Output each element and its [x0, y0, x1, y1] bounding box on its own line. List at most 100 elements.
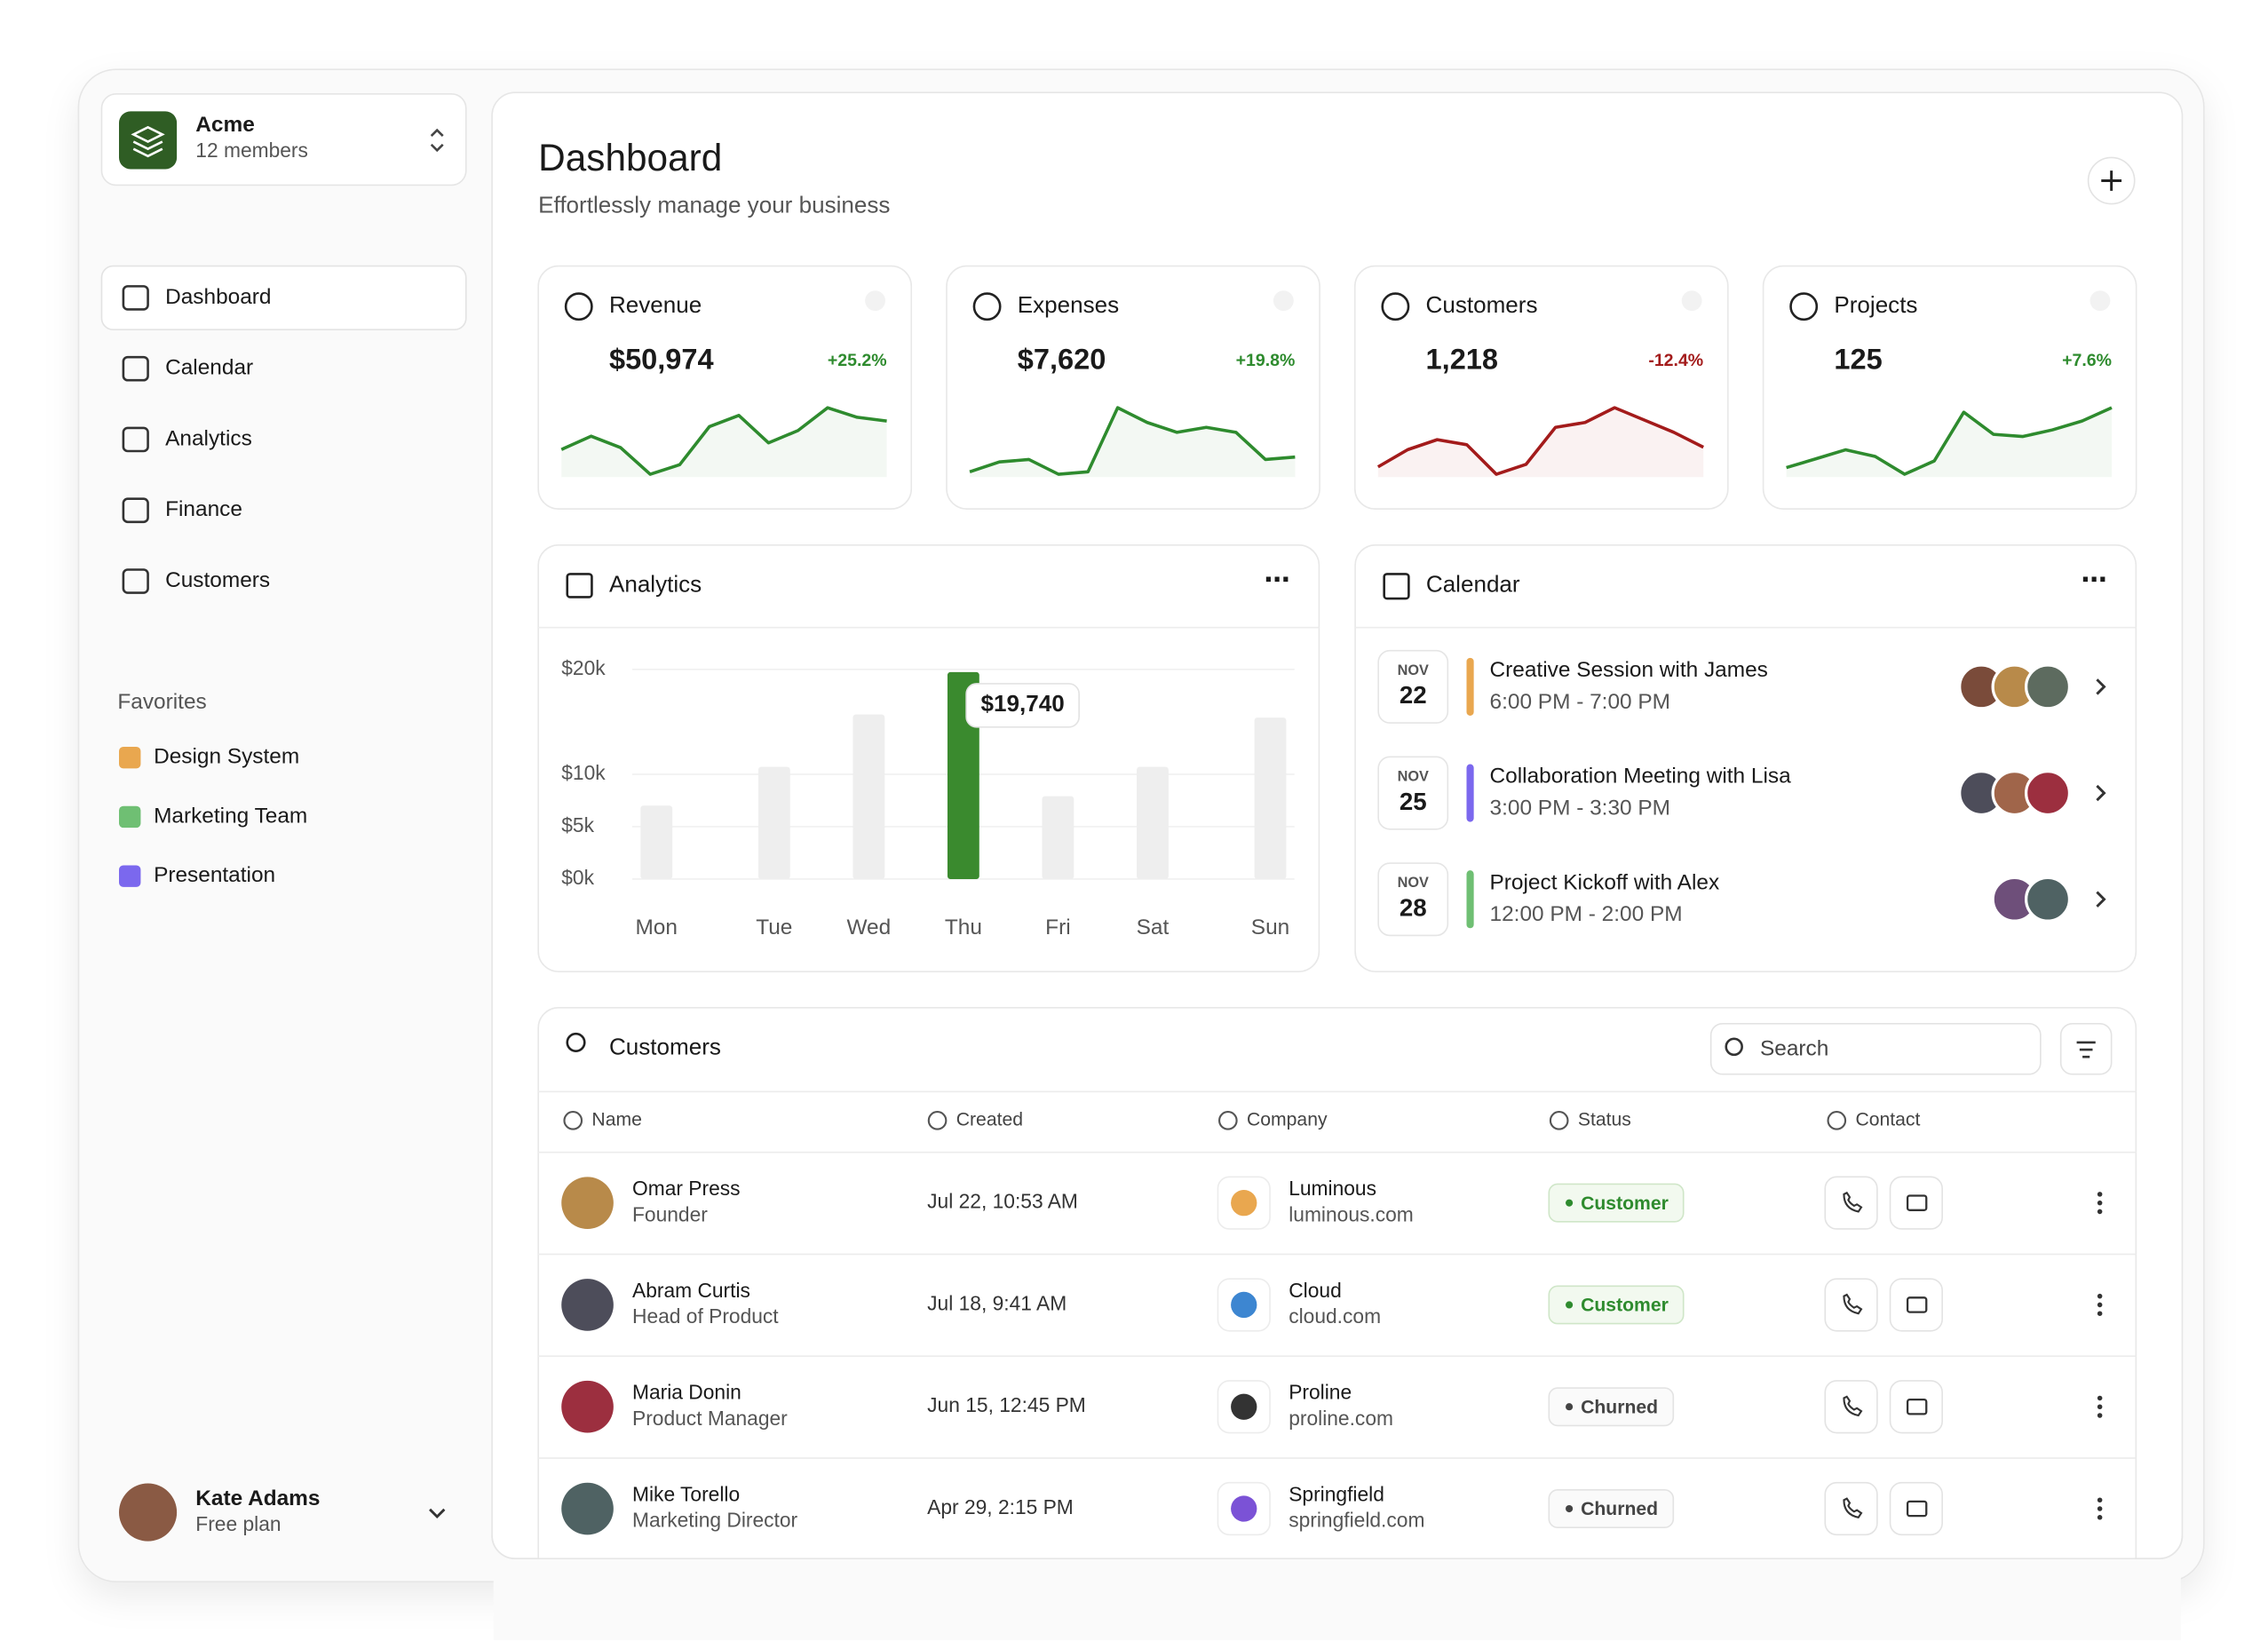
page-subtitle: Effortlessly manage your business [538, 192, 890, 218]
workspace-card [100, 93, 467, 186]
call-button[interactable] [1824, 1380, 1878, 1434]
created-date: Jul 22, 10:53 AM [927, 1190, 1078, 1213]
stat-change: +19.8% [1236, 351, 1296, 370]
x-tick-label: Sat [1137, 916, 1170, 939]
analytics-menu[interactable]: ⋯ [1265, 565, 1290, 594]
event-color [1466, 764, 1474, 822]
menu-dot [2097, 1404, 2103, 1410]
bar [1254, 717, 1287, 879]
stat-icon [1789, 292, 1819, 321]
customer-role: Head of Product [632, 1304, 779, 1328]
attendee-avatar [2024, 876, 2072, 923]
date-box [1377, 649, 1449, 724]
event-title: Collaboration Meeting with Lisa [1490, 765, 1792, 789]
workspace-logo [119, 111, 178, 170]
x-tick-label: Tue [756, 916, 792, 939]
event-time: 12:00 PM - 2:00 PM [1490, 902, 1683, 926]
row-menu[interactable] [2097, 1293, 2103, 1316]
row-menu[interactable] [2097, 1192, 2103, 1215]
filter-button[interactable] [2059, 1022, 2113, 1075]
nav-icon [122, 497, 149, 524]
switch-icon [430, 128, 444, 153]
call-button[interactable] [1824, 1278, 1878, 1332]
mail-icon [1906, 1296, 1928, 1313]
stat-open[interactable] [1681, 290, 1702, 312]
column-header: Company [1247, 1109, 1328, 1130]
nav-item[interactable]: Calendar [122, 356, 253, 382]
status-dot [1566, 1199, 1574, 1207]
analytics-title: Analytics [609, 570, 702, 597]
stat-card [537, 265, 913, 510]
nav-label: Customers [165, 568, 270, 592]
stat-icon [972, 292, 1002, 321]
column-icon [1218, 1111, 1238, 1130]
stat-change: -12.4% [1648, 351, 1703, 370]
favorite-item[interactable]: Presentation [119, 863, 275, 887]
search-icon [1725, 1037, 1743, 1057]
nav-item[interactable]: Customers [122, 568, 270, 594]
row-menu[interactable] [2097, 1395, 2103, 1418]
date-box [1377, 862, 1449, 937]
stat-open[interactable] [1273, 290, 1294, 312]
nav-icon [122, 285, 149, 311]
contact-button-bg [1889, 1176, 1943, 1230]
call-button[interactable] [1824, 1176, 1878, 1230]
event-time: 3:00 PM - 3:30 PM [1490, 796, 1670, 820]
email-button[interactable] [1889, 1380, 1943, 1434]
email-button[interactable] [1889, 1176, 1943, 1230]
status-badge: Churned [1548, 1489, 1675, 1529]
sparkline [1376, 406, 1704, 476]
calendar-card [1354, 544, 2137, 972]
y-tick-label: $5k [561, 813, 594, 836]
nav-label: Calendar [165, 356, 253, 380]
company-logo [1231, 1190, 1257, 1217]
stat-label: Customers [1426, 291, 1538, 318]
row-menu[interactable] [2097, 1497, 2103, 1520]
menu-dot [2097, 1192, 2103, 1197]
stat-open[interactable] [2090, 290, 2111, 312]
analytics-card [537, 544, 1320, 972]
customers-icon [566, 1032, 586, 1052]
phone-icon [1843, 1191, 1863, 1213]
favorite-item[interactable]: Design System [119, 745, 299, 769]
company-logo [1231, 1393, 1257, 1420]
calendar-event[interactable]: NOV 22 Creative Session with James 6:00 PM … [1377, 649, 2106, 724]
sparkline [1786, 406, 2113, 476]
event-month: NOV [1398, 875, 1429, 891]
bar [757, 766, 790, 879]
column-header: Contact [1855, 1109, 1920, 1130]
calendar-icon [1383, 573, 1410, 600]
add-button[interactable] [2087, 156, 2136, 205]
nav-item[interactable]: Dashboard [100, 265, 467, 331]
customer-avatar [561, 1177, 614, 1229]
stat-card [946, 265, 1320, 510]
calendar-event[interactable]: NOV 25 Collaboration Meeting with Lisa 3:00… [1377, 756, 2106, 830]
stat-change: +25.2% [828, 351, 887, 370]
nav-item[interactable]: Finance [122, 497, 242, 524]
calendar-menu[interactable]: ⋯ [2081, 565, 2106, 594]
email-button[interactable] [1889, 1278, 1943, 1332]
email-button[interactable] [1889, 1481, 1943, 1536]
search-box[interactable]: Search [1709, 1022, 2042, 1075]
sparkline [560, 406, 887, 476]
mail-icon [1906, 1194, 1928, 1211]
nav-icon [122, 568, 149, 594]
status-badge: Customer [1548, 1285, 1685, 1325]
nav-item[interactable]: Analytics [122, 426, 252, 453]
event-color [1466, 657, 1474, 716]
favorite-color [119, 865, 141, 887]
column-header: Name [591, 1109, 641, 1130]
stat-open[interactable] [865, 290, 885, 312]
favorites-heading: Favorites [117, 690, 206, 714]
attendee-avatar [2024, 770, 2072, 817]
stat-label: Expenses [1018, 291, 1119, 318]
stat-value: $7,620 [1018, 344, 1106, 376]
calendar-event[interactable]: NOV 28 Project Kickoff with Alex 12:00 PM -… [1377, 862, 2106, 937]
event-chevron [2096, 678, 2106, 695]
call-button[interactable] [1824, 1481, 1878, 1536]
favorite-item[interactable]: Marketing Team [119, 804, 307, 828]
customers-title: Customers [609, 1033, 721, 1059]
